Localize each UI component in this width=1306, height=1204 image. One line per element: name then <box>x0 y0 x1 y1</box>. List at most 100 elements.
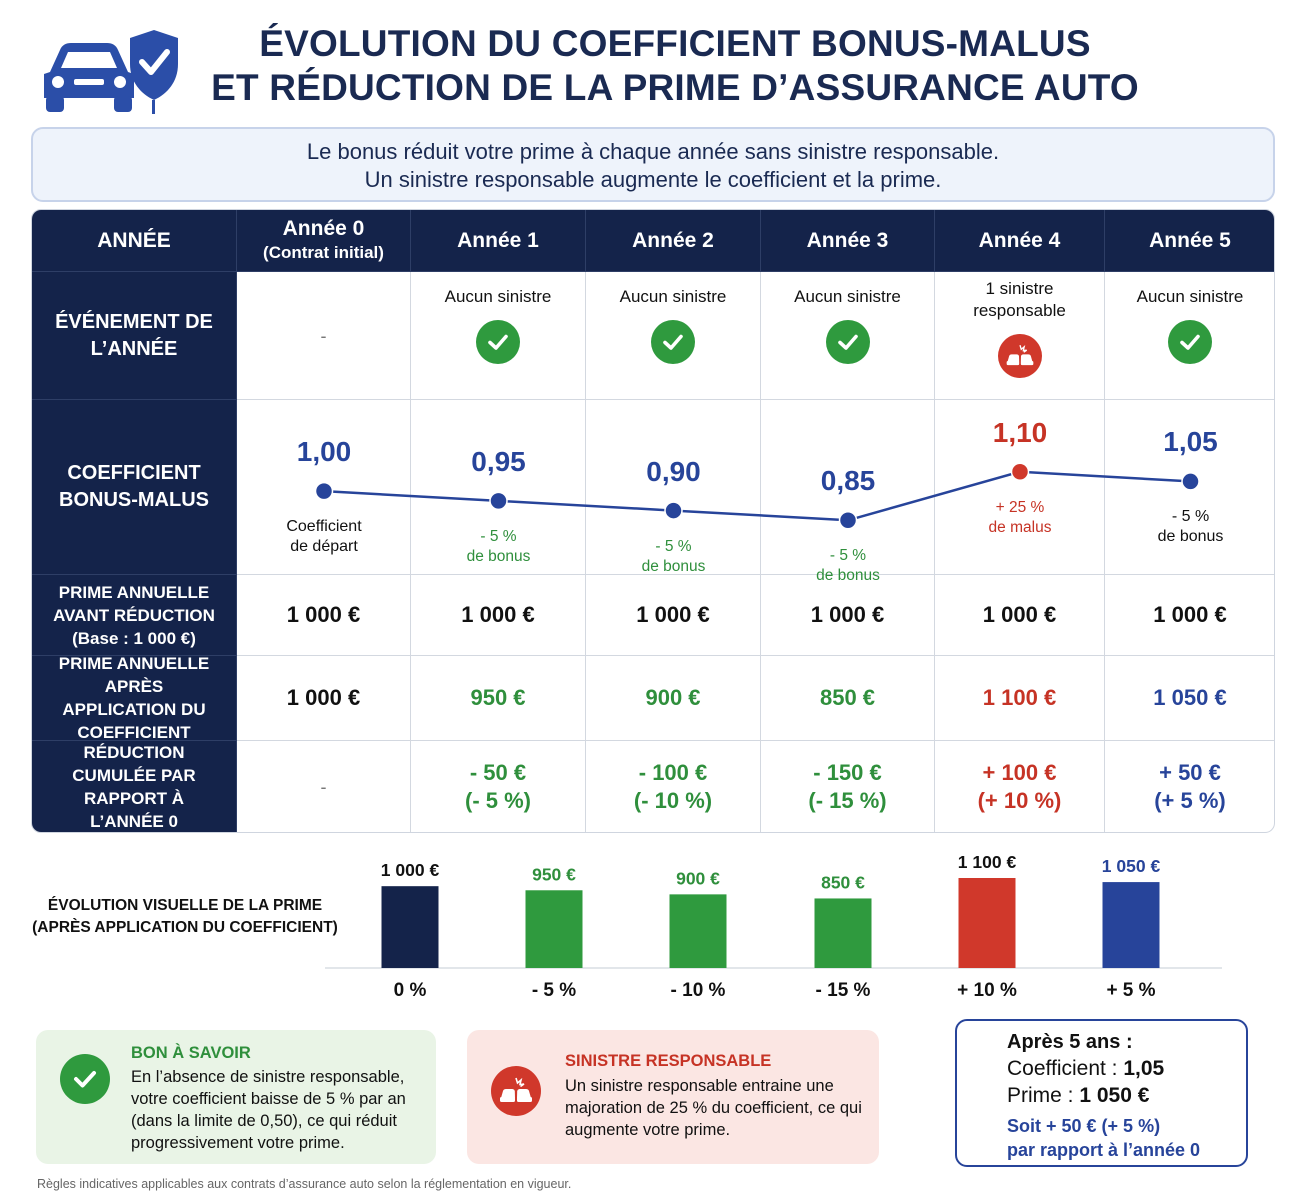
car-icon <box>44 43 134 112</box>
summary-prime-value: 1 050 € <box>1079 1084 1150 1107</box>
summary-prime-label: Prime : <box>1007 1084 1074 1107</box>
summary-difference: Soit + 50 € (+ 5 %) par rapport à l’anné… <box>1007 1114 1200 1162</box>
coefficient-note-line-1: + 25 % <box>995 498 1045 516</box>
coefficient-note: - 5 % de bonus <box>467 527 531 567</box>
summary-heading: Après 5 ans : <box>1007 1031 1133 1053</box>
coefficient-note-line-2: de bonus <box>641 557 706 575</box>
coefficient-note-line-2: de malus <box>988 518 1052 536</box>
claim-box: SINISTRE RESPONSABLE Un sinistre respons… <box>467 1030 879 1164</box>
prime-before-value: 1 000 € <box>1153 602 1227 627</box>
event-cell-2: Aucun sinistre <box>586 272 761 400</box>
summary-coefficient-label: Coefficient : <box>1007 1057 1118 1080</box>
event-cell-1: Aucun sinistre <box>411 272 586 400</box>
footnote: Règles indicatives applicables aux contr… <box>37 1177 572 1191</box>
bar-percent-label: + 10 % <box>957 980 1017 1001</box>
check-icon <box>651 320 695 364</box>
summary-prime: Prime : 1 050 € <box>1007 1084 1149 1108</box>
prime-before-value: 1 000 € <box>982 602 1057 627</box>
prime-after-value: 1 000 € <box>286 685 361 710</box>
cumulative-value: - <box>320 776 327 797</box>
premium-bar <box>1102 882 1160 968</box>
year-label: Année 2 <box>632 228 714 252</box>
prime-before-value: 1 000 € <box>636 602 710 627</box>
prime-after-value: 850 € <box>819 685 876 710</box>
coefficient-note: Coefficient de départ <box>286 517 361 557</box>
title-line-1: ÉVOLUTION DU COEFFICIENT BONUS-MALUS <box>259 23 1091 64</box>
coefficient-note: - 5 % de bonus <box>1158 507 1224 547</box>
intro-line-2: Un sinistre responsable augmente le coef… <box>364 167 942 192</box>
prime-after-value: 900 € <box>645 685 701 710</box>
cumulative-percent: (- 5 %) <box>465 788 531 813</box>
coefficient-note-line-1: - 5 % <box>1171 508 1210 526</box>
coefficient-note-line-1: - 5 % <box>480 527 517 545</box>
prime-after-cell-2: 900 € <box>586 656 761 741</box>
coefficient-cell-3 <box>761 400 935 575</box>
coefficient-note: - 5 % de bonus <box>816 546 880 586</box>
coefficient-note-line-1: - 5 % <box>655 537 692 555</box>
event-text: - <box>320 325 327 346</box>
coefficient-cell-5 <box>1105 400 1274 575</box>
event-text: Aucun sinistre <box>444 287 552 306</box>
cumulative-percent: (+ 5 %) <box>1154 788 1226 813</box>
coefficient-note: + 25 % de malus <box>989 498 1052 538</box>
coefficient-note: - 5 % de bonus <box>642 537 706 577</box>
summary-box: Après 5 ans : Coefficient : 1,05 Prime :… <box>955 1019 1248 1167</box>
premium-bar <box>669 894 727 968</box>
car-crash-icon <box>491 1066 541 1116</box>
year-sublabel: (Contrat initial) <box>263 242 384 262</box>
claim-title: SINISTRE RESPONSABLE <box>565 1052 772 1070</box>
bar-value-label: 850 € <box>821 872 865 892</box>
prime-after-cell-4: 1 100 € <box>935 656 1105 741</box>
prime-after-value: 1 100 € <box>982 685 1057 710</box>
coefficient-cell-1 <box>411 400 586 575</box>
cumulative-cell-3: - 150 € (- 15 %) <box>761 741 935 832</box>
car-crash-icon <box>997 334 1042 378</box>
row-label-prime-after: PRIME ANNUELLE APRÈS APPLICATION DU COEF… <box>32 654 237 742</box>
event-text: Aucun sinistre <box>619 287 727 306</box>
coefficient-point <box>489 491 508 511</box>
event-text: Aucun sinistre <box>1136 287 1244 306</box>
row-label-cumulative: RÉDUCTION CUMULÉE PAR RAPPORT À L’ANNÉE … <box>32 741 237 832</box>
row-label-event: ÉVÉNEMENT DE L’ANNÉE <box>32 272 237 400</box>
good-to-know-text: En l’absence de sinistre responsable, vo… <box>131 1068 406 1152</box>
coefficient-value: 0,85 <box>820 465 876 497</box>
header-annee: ANNÉE <box>32 210 237 272</box>
event-cell-0: - <box>237 272 411 400</box>
prime-before-cell-1: 1 000 € <box>411 575 586 656</box>
header-year-3: Année 3 <box>761 210 935 272</box>
coefficient-point <box>1181 472 1200 491</box>
intro-line-1: Le bonus réduit votre prime à chaque ann… <box>306 139 1000 164</box>
prime-before-cell-5: 1 000 € <box>1105 575 1274 656</box>
coefficient-cell-2 <box>586 400 761 575</box>
good-to-know-box: BON À SAVOIR En l’absence de sinistre re… <box>36 1030 436 1164</box>
premium-bar <box>814 898 872 968</box>
coefficient-value: 1,10 <box>992 416 1048 448</box>
cumulative-cell-1: - 50 € (- 5 %) <box>411 741 586 832</box>
summary-difference-line-2: par rapport à l’année 0 <box>1007 1140 1201 1160</box>
check-icon <box>825 320 870 364</box>
cumulative-percent: (+ 10 %) <box>977 788 1062 813</box>
bar-percent-label: - 5 % <box>532 980 576 1001</box>
coefficient-line-chart <box>314 462 1200 530</box>
year-label: Année 3 <box>806 228 889 252</box>
year-label: Année 0 <box>282 216 365 240</box>
prime-after-cell-1: 950 € <box>411 656 586 741</box>
coefficient-cell-4 <box>935 400 1105 575</box>
premium-bar <box>525 890 583 968</box>
bar-value-label: 900 € <box>676 868 720 888</box>
summary-coefficient: Coefficient : 1,05 <box>1007 1057 1164 1081</box>
check-icon <box>1168 320 1212 364</box>
prime-after-value: 950 € <box>470 685 526 710</box>
coefficient-value: 1,05 <box>1163 426 1218 458</box>
prime-before-value: 1 000 € <box>461 602 535 627</box>
claim-text: Un sinistre responsable entraine une maj… <box>565 1077 862 1139</box>
coefficient-point <box>314 481 334 501</box>
prime-before-value: 1 000 € <box>286 602 361 627</box>
coefficient-note-line-1: Coefficient <box>286 518 362 536</box>
coefficient-line <box>323 470 1191 522</box>
shield-icon <box>130 30 178 114</box>
bar-percent-label: - 10 % <box>671 980 726 1001</box>
row-label-prime-before: PRIME ANNUELLE AVANT RÉDUCTION (Base : 1… <box>32 575 237 656</box>
prime-after-cell-5: 1 050 € <box>1105 656 1274 741</box>
row-label-coefficient: COEFFICIENT BONUS-MALUS <box>32 400 237 575</box>
